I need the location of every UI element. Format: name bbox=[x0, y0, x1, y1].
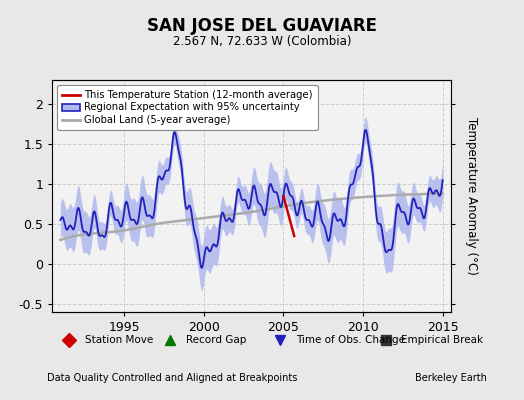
Text: SAN JOSE DEL GUAVIARE: SAN JOSE DEL GUAVIARE bbox=[147, 17, 377, 35]
Text: Time of Obs. Change: Time of Obs. Change bbox=[296, 335, 405, 345]
Text: Station Move: Station Move bbox=[84, 335, 153, 345]
Text: Berkeley Earth: Berkeley Earth bbox=[416, 373, 487, 383]
Text: Empirical Break: Empirical Break bbox=[401, 335, 484, 345]
Y-axis label: Temperature Anomaly (°C): Temperature Anomaly (°C) bbox=[465, 117, 478, 275]
Legend: This Temperature Station (12-month average), Regional Expectation with 95% uncer: This Temperature Station (12-month avera… bbox=[58, 85, 318, 130]
Text: Data Quality Controlled and Aligned at Breakpoints: Data Quality Controlled and Aligned at B… bbox=[47, 373, 298, 383]
Text: Record Gap: Record Gap bbox=[186, 335, 246, 345]
Text: 2.567 N, 72.633 W (Colombia): 2.567 N, 72.633 W (Colombia) bbox=[173, 36, 351, 48]
